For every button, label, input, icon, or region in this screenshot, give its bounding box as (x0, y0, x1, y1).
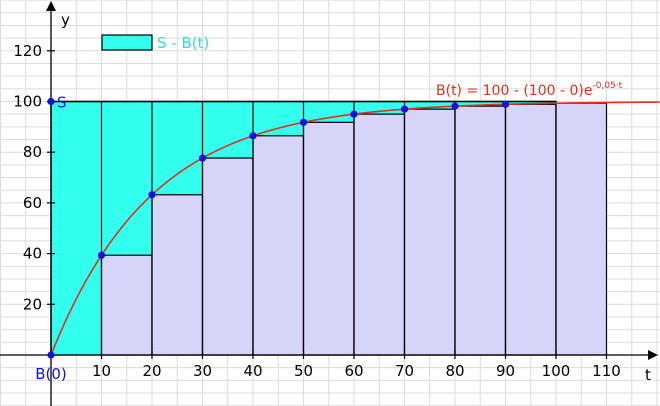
x-tick-label: 70 (395, 362, 414, 380)
data-point (451, 102, 459, 110)
b0-label: B(0) (35, 365, 67, 383)
x-axis-label: t (645, 366, 651, 384)
x-tick-label: 90 (496, 362, 515, 380)
bar (403, 108, 456, 356)
function-label-main: B(t) = 100 - (100 - 0)e (436, 83, 592, 99)
x-tick-label: 50 (294, 362, 313, 380)
bar (252, 135, 305, 356)
x-tick-label: 20 (142, 362, 161, 380)
bar (504, 103, 557, 356)
bar (353, 113, 406, 356)
x-tick-label: 30 (193, 362, 212, 380)
y-tick-label: 20 (23, 295, 42, 313)
y-axis-arrow (46, 1, 56, 11)
x-tick-label: 110 (592, 362, 621, 380)
bar (151, 194, 204, 356)
s-label: S (57, 94, 67, 112)
legend-swatch (101, 34, 153, 51)
data-point (47, 351, 55, 359)
x-tick-label: 10 (92, 362, 111, 380)
data-point (299, 118, 308, 126)
label-layer: y t S B(0) S - B(t) B(t) = 100 - (100 - … (35, 11, 651, 384)
data-point (350, 110, 358, 118)
y-tick-label: 40 (23, 245, 42, 263)
points-layer (47, 97, 510, 359)
function-label: B(t) = 100 - (100 - 0)e-0,05·t (436, 81, 623, 99)
data-point (501, 100, 510, 108)
y-tick-label: 80 (23, 143, 42, 161)
y-tick-label: 120 (13, 42, 42, 60)
bar (454, 105, 507, 356)
bar (201, 157, 254, 356)
x-tick-label: 100 (542, 362, 571, 380)
x-tick-label: 60 (344, 362, 363, 380)
data-point (97, 251, 106, 259)
x-axis-arrow (648, 350, 658, 360)
data-point (400, 105, 409, 113)
y-tick-label: 100 (13, 93, 42, 111)
fill-layer (50, 100, 608, 356)
bar (555, 102, 608, 356)
x-tick-label: 40 (243, 362, 262, 380)
data-point (148, 191, 156, 199)
bar (302, 121, 355, 356)
data-point (198, 154, 207, 162)
function-label-exponent: -0,05·t (592, 81, 622, 91)
x-tick-label: 80 (445, 362, 464, 380)
legend-label: S - B(t) (157, 34, 209, 52)
y-axis-label: y (61, 11, 70, 29)
s-point (47, 97, 55, 106)
y-tick-label: 60 (23, 194, 42, 212)
data-point (249, 132, 257, 140)
bar (100, 254, 153, 356)
